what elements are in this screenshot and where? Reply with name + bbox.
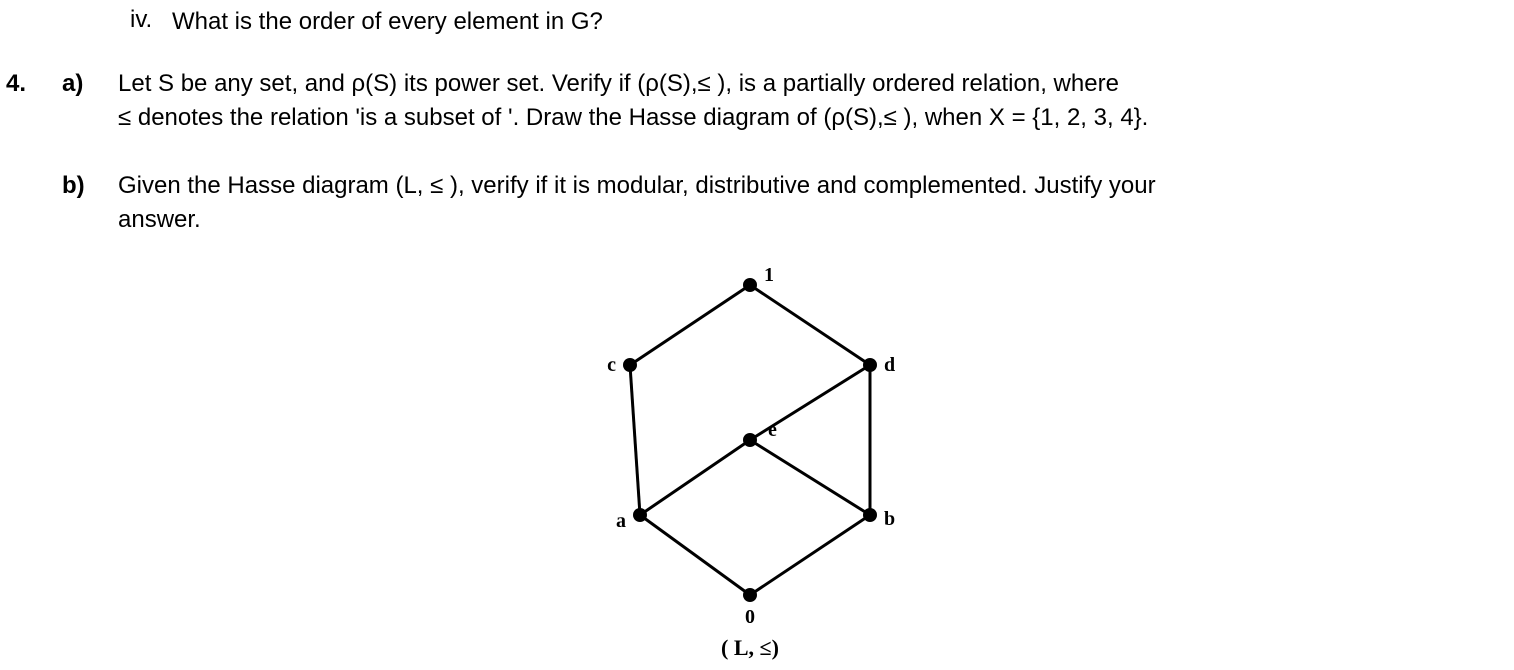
q4a-l1-mid2: (S),≤ ), is a partially ordered relation… (659, 70, 1119, 97)
hasse-edge (750, 440, 870, 515)
hasse-node-c (623, 358, 637, 372)
q4b-line1: Given the Hasse diagram (L, ≤ ), verify … (118, 172, 1494, 200)
hasse-label-one: 1 (764, 265, 774, 286)
hasse-svg: 1 c d e a b 0 ( L, ≤) (540, 265, 960, 665)
hasse-node-one (743, 278, 757, 292)
q4a-line2: ≤ denotes the relation 'is a subset of '… (118, 104, 1494, 132)
q4a-line1: Let S be any set, and ρ(S) its power set… (118, 70, 1494, 98)
hasse-label-c: c (607, 354, 616, 376)
q4-number: 4. (6, 70, 26, 98)
rho-symbol-1: ρ (352, 70, 366, 97)
hasse-node-d (863, 358, 877, 372)
rho-symbol-2: ρ (645, 70, 659, 97)
hasse-node-e (743, 433, 757, 447)
q4a-l2-post: (S),≤ ), when X = {1, 2, 3, 4}. (845, 104, 1148, 131)
item-iv-marker: iv. (130, 6, 152, 34)
q4b-line2: answer. (118, 206, 1494, 234)
rho-symbol-3: ρ (831, 104, 845, 131)
hasse-edge (630, 285, 750, 365)
hasse-label-b: b (884, 508, 895, 530)
q4a-l1-mid1: (S) its power set. Verify if ( (365, 70, 645, 97)
hasse-edge (640, 515, 750, 595)
q4a-l2-pre: ≤ denotes the relation 'is a subset of '… (118, 104, 831, 131)
hasse-edge (750, 515, 870, 595)
hasse-edge (640, 440, 750, 515)
hasse-edge (630, 365, 640, 515)
q4b-marker: b) (62, 172, 85, 200)
hasse-label-e: e (768, 419, 777, 441)
item-iv-text: What is the order of every element in G? (172, 6, 603, 37)
hasse-node-b (863, 508, 877, 522)
hasse-label-zero: 0 (745, 606, 755, 628)
q4a-l1-pre: Let S be any set, and (118, 70, 352, 97)
q4a-marker: a) (62, 70, 83, 98)
hasse-node-a (633, 508, 647, 522)
hasse-label-a: a (616, 510, 626, 532)
hasse-diagram: 1 c d e a b 0 ( L, ≤) (540, 265, 960, 665)
hasse-node-zero (743, 588, 757, 602)
hasse-edge (750, 285, 870, 365)
hasse-label-d: d (884, 354, 895, 376)
page: iv. What is the order of every element i… (0, 0, 1514, 664)
hasse-caption: ( L, ≤) (721, 635, 779, 660)
